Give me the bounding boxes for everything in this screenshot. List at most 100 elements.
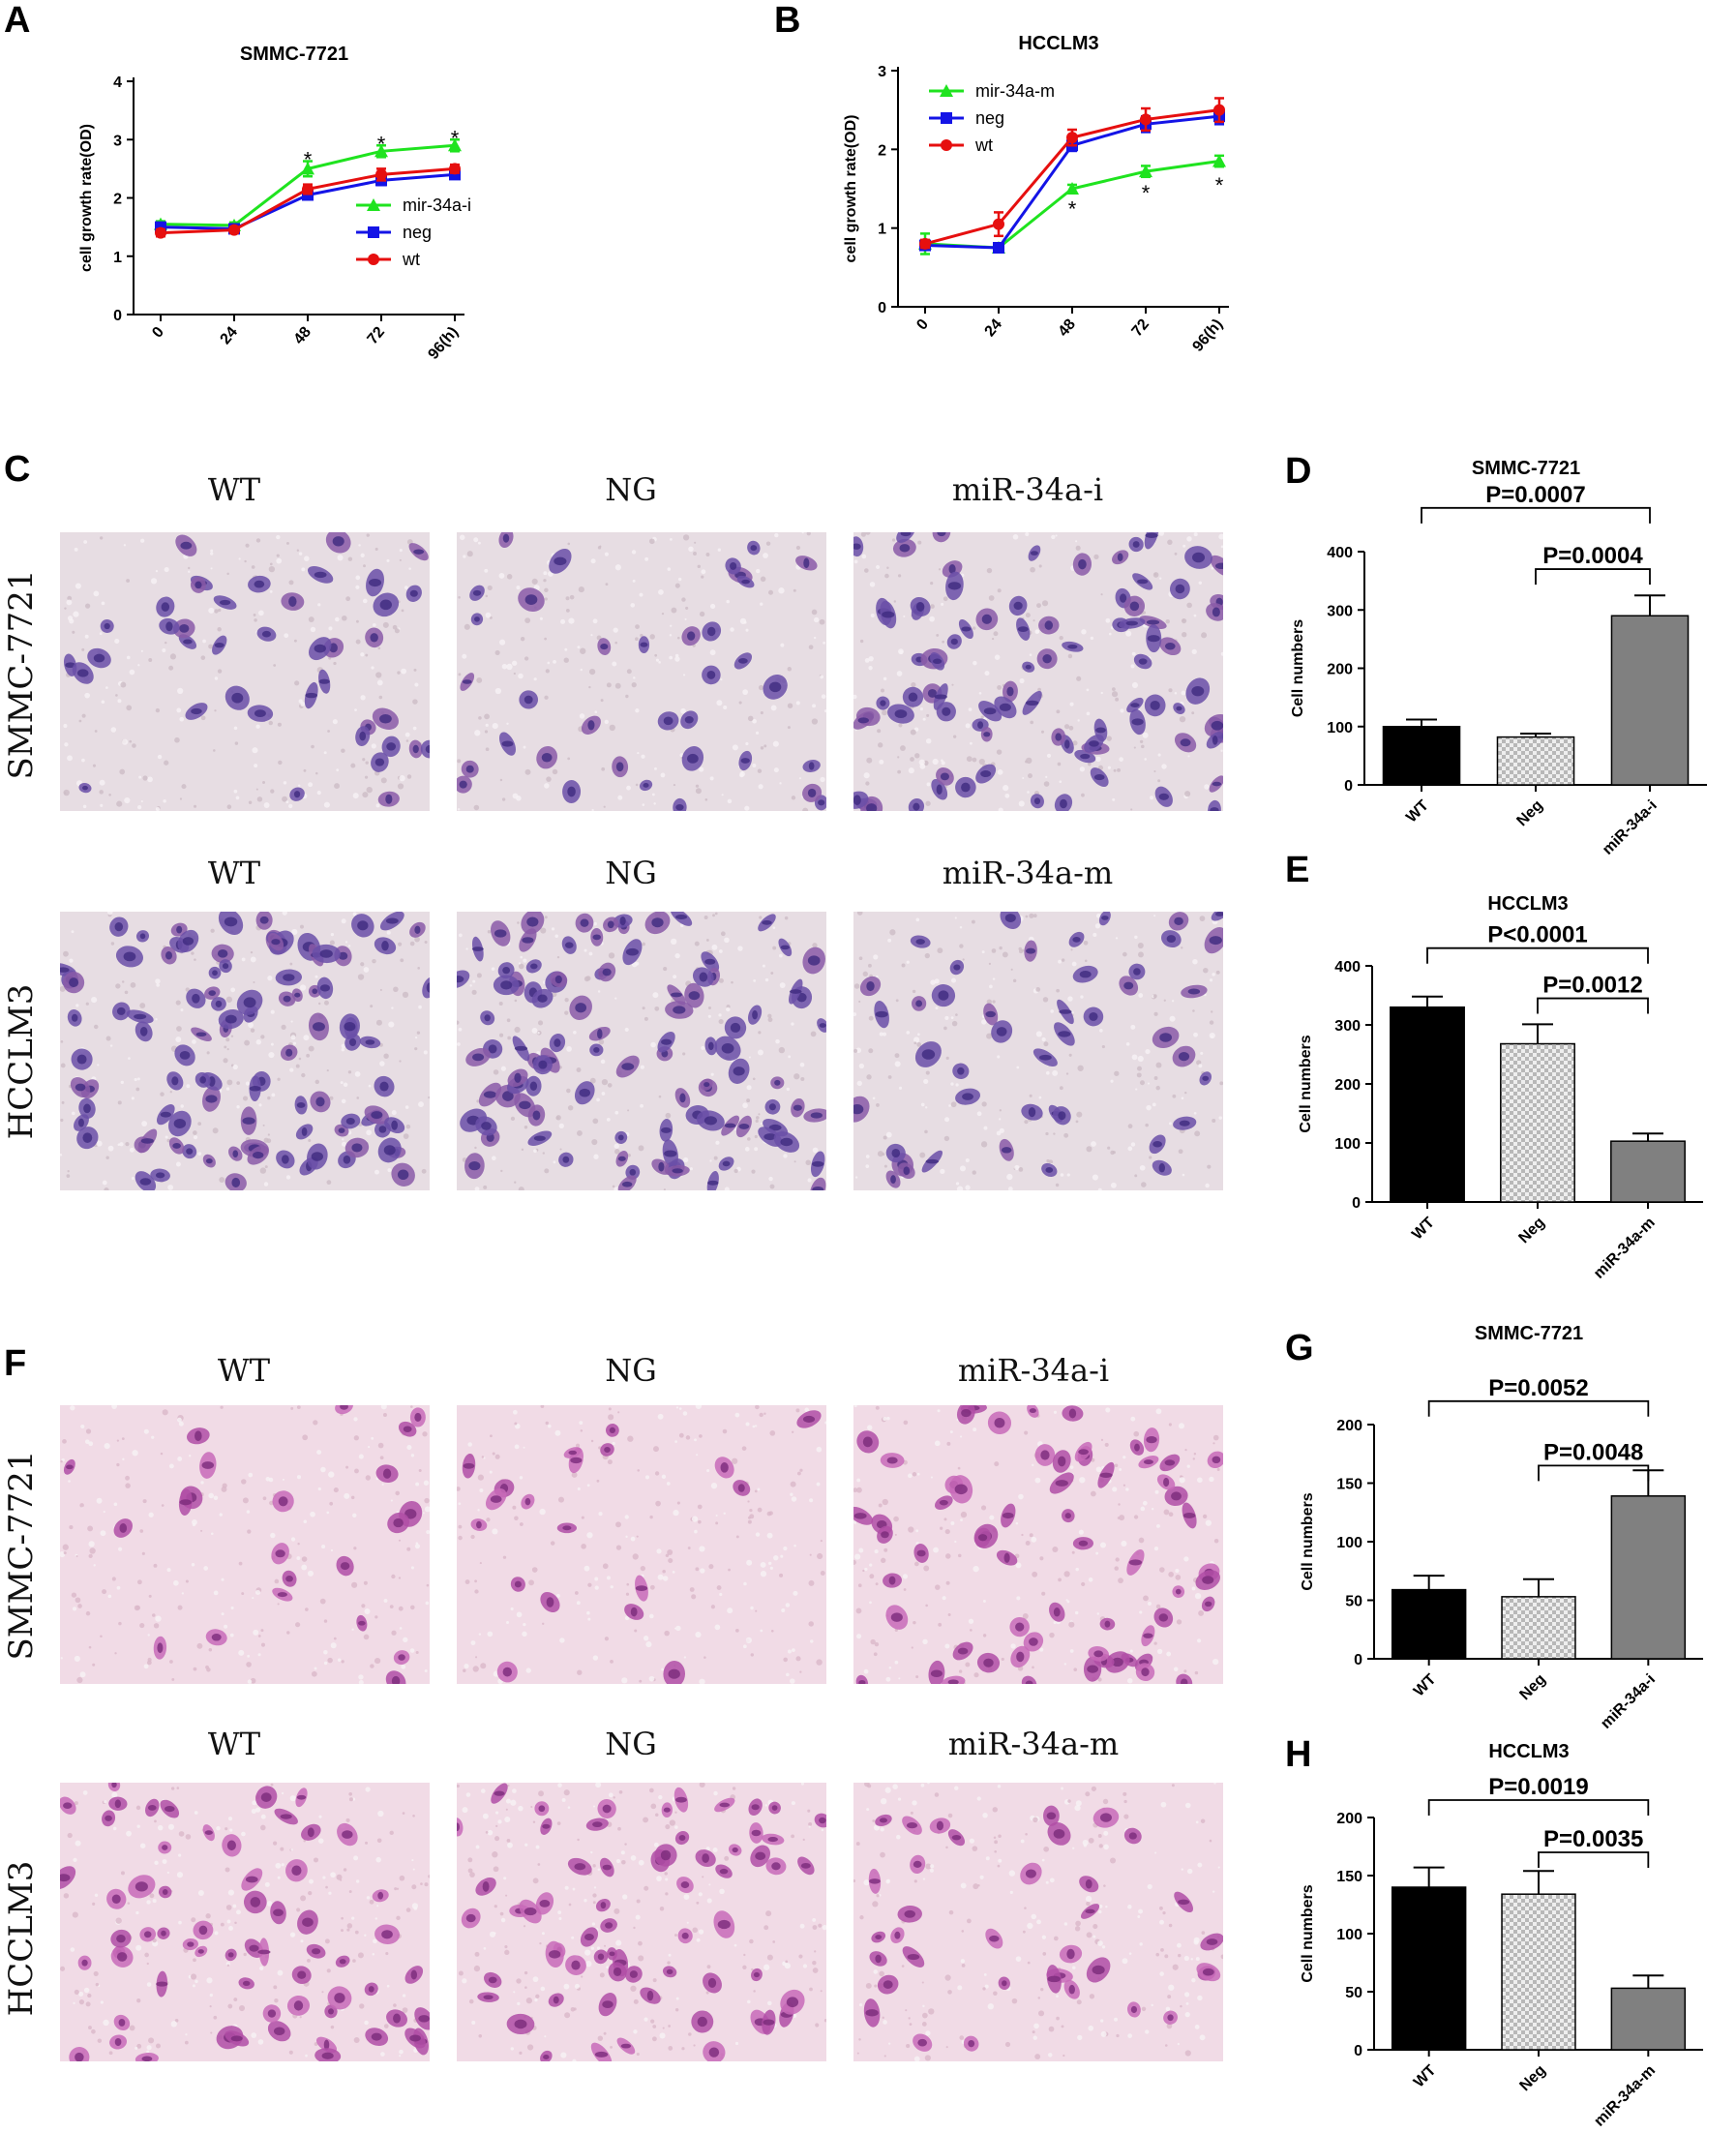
- membrane-pore: [1159, 1567, 1165, 1573]
- membrane-pore: [813, 636, 817, 640]
- membrane-pore: [919, 1152, 926, 1158]
- x-tick-label: WT: [1403, 797, 1432, 826]
- membrane-pore: [893, 600, 897, 603]
- membrane-pore: [662, 1569, 666, 1574]
- membrane-pore: [343, 1868, 347, 1872]
- membrane-pore: [635, 708, 640, 713]
- data-point: [1212, 154, 1226, 167]
- membrane-pore: [1084, 959, 1088, 963]
- membrane-pore: [1215, 970, 1220, 975]
- cell-nucleus: [457, 1822, 460, 1832]
- cell-nucleus: [1180, 738, 1191, 747]
- cell-nucleus: [93, 653, 105, 663]
- membrane-pore: [412, 699, 418, 705]
- membrane-pore: [272, 1841, 278, 1846]
- cell-nucleus: [205, 1095, 218, 1103]
- membrane-pore: [661, 1667, 665, 1671]
- membrane-pore: [234, 1921, 237, 1925]
- cell-nucleus: [681, 1932, 689, 1939]
- membrane-pore: [879, 1970, 884, 1977]
- significance-star: *: [304, 148, 313, 172]
- cell-nucleus: [1182, 1513, 1196, 1518]
- cell-nucleus: [1085, 1878, 1092, 1889]
- cell-nucleus: [1111, 1657, 1123, 1667]
- membrane-pore: [876, 564, 881, 569]
- membrane-pore: [923, 1078, 929, 1085]
- membrane-pore: [715, 1514, 718, 1517]
- membrane-pore: [780, 1554, 784, 1558]
- membrane-pore: [1059, 1086, 1063, 1091]
- cell-nucleus: [954, 1484, 968, 1495]
- cell-nucleus: [707, 1977, 717, 1988]
- cell-nucleus: [111, 1783, 117, 1788]
- membrane-pore: [1114, 1566, 1119, 1571]
- membrane-pore: [788, 1055, 792, 1059]
- membrane-pore: [674, 1627, 677, 1630]
- membrane-pore: [307, 1570, 314, 1577]
- membrane-pore: [998, 1858, 1003, 1863]
- cell-nucleus: [592, 934, 601, 941]
- membrane-pore: [959, 1435, 963, 1438]
- membrane-pore: [1197, 1862, 1203, 1868]
- membrane-pore: [365, 653, 369, 657]
- membrane-pore: [1069, 1465, 1074, 1469]
- membrane-pore: [329, 1096, 334, 1100]
- cell-nucleus: [1004, 914, 1016, 922]
- membrane-pore: [709, 603, 716, 610]
- membrane-pore: [966, 756, 973, 763]
- membrane-pore: [60, 1153, 63, 1157]
- membrane-pore: [969, 741, 973, 745]
- membrane-pore: [1012, 978, 1017, 983]
- data-point: [941, 112, 952, 124]
- membrane-pore: [572, 1887, 576, 1891]
- membrane-pore: [739, 771, 745, 777]
- membrane-pore: [710, 1072, 714, 1076]
- membrane-pore: [1101, 1044, 1105, 1049]
- membrane-pore: [959, 944, 964, 948]
- membrane-pore: [1126, 1677, 1133, 1684]
- membrane-pore: [185, 2033, 188, 2036]
- membrane-pore: [1071, 961, 1077, 967]
- bar: [1501, 1893, 1576, 2051]
- membrane-pore: [699, 1434, 703, 1438]
- cell-nucleus: [708, 2047, 720, 2058]
- membrane-pore: [186, 1084, 191, 1089]
- membrane-pore: [606, 682, 612, 688]
- membrane-pore: [600, 1059, 606, 1065]
- membrane-pore: [264, 1165, 268, 1169]
- membrane-pore: [67, 595, 73, 601]
- membrane-pore: [884, 573, 889, 579]
- membrane-pore: [111, 1405, 117, 1409]
- membrane-pore: [1099, 1542, 1107, 1548]
- membrane-pore: [853, 694, 857, 700]
- cell-nucleus: [192, 993, 200, 1004]
- membrane-pore: [667, 1549, 673, 1555]
- membrane-pore: [221, 1612, 224, 1616]
- cell-nucleus: [314, 571, 327, 579]
- membrane-pore: [769, 1566, 773, 1570]
- membrane-pore: [853, 559, 858, 564]
- membrane-pore: [760, 1571, 767, 1577]
- membrane-pore: [422, 1431, 428, 1437]
- y-tick-label: 400: [1334, 959, 1361, 976]
- membrane-pore: [84, 1439, 90, 1445]
- data-point: [368, 254, 379, 265]
- membrane-pore: [72, 630, 75, 634]
- cell-nucleus: [937, 532, 946, 537]
- membrane-pore: [954, 1786, 959, 1790]
- membrane-pore: [125, 1475, 130, 1481]
- membrane-pore: [178, 1831, 185, 1837]
- membrane-pore: [943, 596, 948, 602]
- membrane-pore: [767, 1013, 772, 1018]
- membrane-pore: [866, 1808, 870, 1812]
- cell-nucleus: [1181, 1678, 1188, 1684]
- cell-nucleus: [139, 933, 146, 940]
- membrane-pore: [755, 731, 760, 735]
- membrane-pore: [568, 1903, 572, 1907]
- cell-nucleus: [1164, 642, 1176, 650]
- membrane-pore: [599, 1972, 605, 1978]
- membrane-pore: [1184, 2050, 1191, 2057]
- membrane-pore: [791, 1022, 794, 1026]
- membrane-pore: [577, 646, 581, 649]
- membrane-pore: [1061, 2025, 1064, 2028]
